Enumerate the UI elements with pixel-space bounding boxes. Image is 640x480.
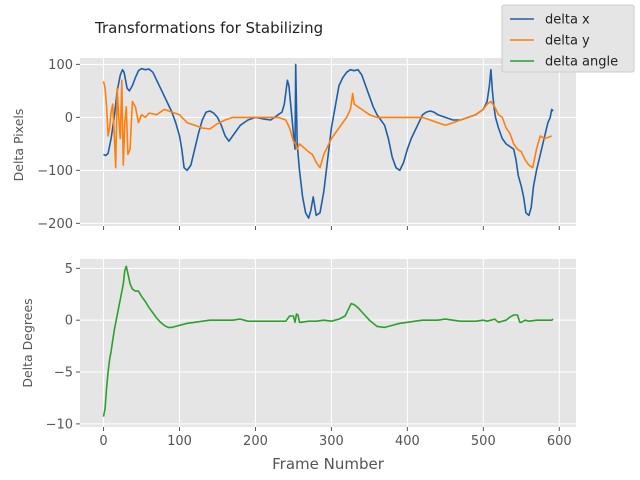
legend: delta x delta y delta angle <box>501 4 635 73</box>
x-tick-label: 500 <box>471 434 496 449</box>
y-tick-label: 100 <box>48 58 73 73</box>
top-axes-ticks: −200 −100 0 100 <box>37 58 560 232</box>
y-tick-label: 5 <box>65 262 73 277</box>
y-tick-label: 0 <box>65 314 73 329</box>
top-axes-ylabel: Delta Pixels <box>11 109 26 182</box>
bottom-axes-xlabel: Frame Number <box>272 455 385 473</box>
x-tick-label: 100 <box>167 434 192 449</box>
top-axes: −200 −100 0 100 Delta Pixels <box>11 58 576 232</box>
bottom-axes-series <box>102 265 554 417</box>
y-tick-label: 0 <box>65 111 73 126</box>
bottom-axes-background <box>80 259 576 427</box>
x-tick-label: 600 <box>547 434 572 449</box>
y-tick-label: −100 <box>37 164 73 179</box>
bottom-axes-ylabel: Delta Degrees <box>20 298 35 387</box>
top-axes-series <box>102 63 554 219</box>
x-tick-label: 0 <box>99 434 107 449</box>
x-tick-label: 300 <box>319 434 344 449</box>
bottom-axes-ticks: 0 100 200 300 400 500 600 −10 −5 0 5 <box>46 262 572 449</box>
legend-box <box>501 4 635 73</box>
legend-label: delta y <box>545 34 590 49</box>
y-tick-label: −5 <box>54 366 73 381</box>
top-axes-background <box>80 58 576 226</box>
y-tick-label: −200 <box>37 217 73 232</box>
legend-label: delta x <box>545 13 590 28</box>
series-line-delta-angle <box>102 265 554 417</box>
bottom-axes: 0 100 200 300 400 500 600 −10 −5 0 5 Delta Degrees… <box>20 259 576 473</box>
x-tick-label: 400 <box>395 434 420 449</box>
series-line-delta-y <box>102 79 553 169</box>
legend-label: delta angle <box>545 55 618 70</box>
chart-title: Transformations for Stabilizing <box>94 19 323 37</box>
top-axes-grid <box>80 58 576 226</box>
y-tick-label: −10 <box>46 417 73 432</box>
x-tick-label: 200 <box>243 434 268 449</box>
